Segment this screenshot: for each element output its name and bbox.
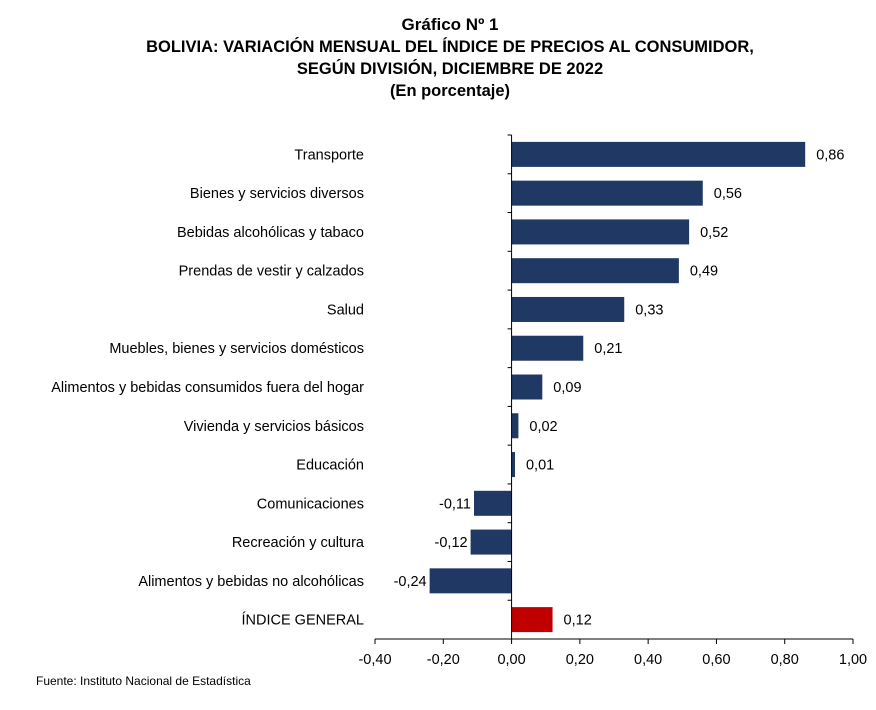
value-label-0: 0,86: [816, 147, 844, 163]
value-label-1: 0,56: [714, 186, 742, 202]
category-label-8: Educación: [296, 458, 364, 474]
value-label-3: 0,49: [690, 264, 718, 280]
bar-6: [511, 374, 543, 400]
bar-9: [474, 490, 512, 516]
bar-11: [429, 568, 512, 594]
chart-title-block: Gráfico Nº 1 BOLIVIA: VARIACIÓN MENSUAL …: [0, 14, 876, 102]
x-tick-label-6: 0,80: [771, 652, 799, 668]
category-label-4: Salud: [327, 302, 364, 318]
bar-0: [511, 141, 806, 167]
value-label-4: 0,33: [635, 302, 663, 318]
chart-title: Gráfico Nº 1: [401, 15, 499, 34]
value-label-8: 0,01: [526, 458, 554, 474]
category-label-12: ÍNDICE GENERAL: [242, 612, 364, 629]
bar-3: [511, 258, 679, 284]
bar-12: [511, 607, 553, 633]
category-label-11: Alimentos y bebidas no alcohólicas: [138, 574, 364, 590]
bar-7: [511, 413, 519, 439]
category-label-6: Alimentos y bebidas consumidos fuera del…: [51, 380, 364, 396]
category-label-0: Transporte: [294, 147, 364, 163]
value-label-6: 0,09: [553, 380, 581, 396]
bar-5: [511, 335, 584, 361]
bar-4: [511, 296, 625, 322]
value-label-5: 0,21: [594, 341, 622, 357]
category-label-7: Vivienda y servicios básicos: [184, 419, 364, 435]
value-label-10: -0,12: [435, 535, 468, 551]
category-label-3: Prendas de vestir y calzados: [179, 264, 364, 280]
value-label-9: -0,11: [439, 496, 471, 512]
x-tick-label-5: 0,60: [702, 652, 730, 668]
bar-10: [470, 529, 512, 555]
category-label-9: Comunicaciones: [257, 496, 364, 512]
x-tick-label-3: 0,20: [566, 652, 594, 668]
category-label-10: Recreación y cultura: [232, 535, 365, 551]
category-label-2: Bebidas alcohólicas y tabaco: [177, 225, 364, 241]
chart-subtitle-line2: SEGÚN DIVISIÓN, DICIEMBRE DE 2022: [296, 60, 604, 78]
x-tick-label-4: 0,40: [634, 652, 662, 668]
category-label-1: Bienes y servicios diversos: [190, 186, 364, 202]
category-label-5: Muebles, bienes y servicios domésticos: [109, 341, 364, 357]
chart-subtitle-line1: BOLIVIA: VARIACIÓN MENSUAL DEL ÍNDICE DE…: [146, 38, 754, 56]
bar-2: [511, 219, 690, 245]
value-label-2: 0,52: [700, 225, 728, 241]
x-tick-label-1: -0,20: [427, 652, 460, 668]
value-label-12: 0,12: [564, 613, 592, 629]
bar-8: [511, 452, 515, 478]
bar-1: [511, 180, 703, 206]
value-label-7: 0,02: [529, 419, 557, 435]
x-tick-label-7: 1,00: [839, 652, 867, 668]
source-note: Fuente: Instituto Nacional de Estadístic…: [36, 674, 251, 688]
chart-unit: (En porcentaje): [389, 82, 511, 100]
value-label-11: -0,24: [394, 574, 427, 590]
x-tick-label-0: -0,40: [358, 652, 391, 668]
x-tick-label-2: 0,00: [497, 652, 525, 668]
